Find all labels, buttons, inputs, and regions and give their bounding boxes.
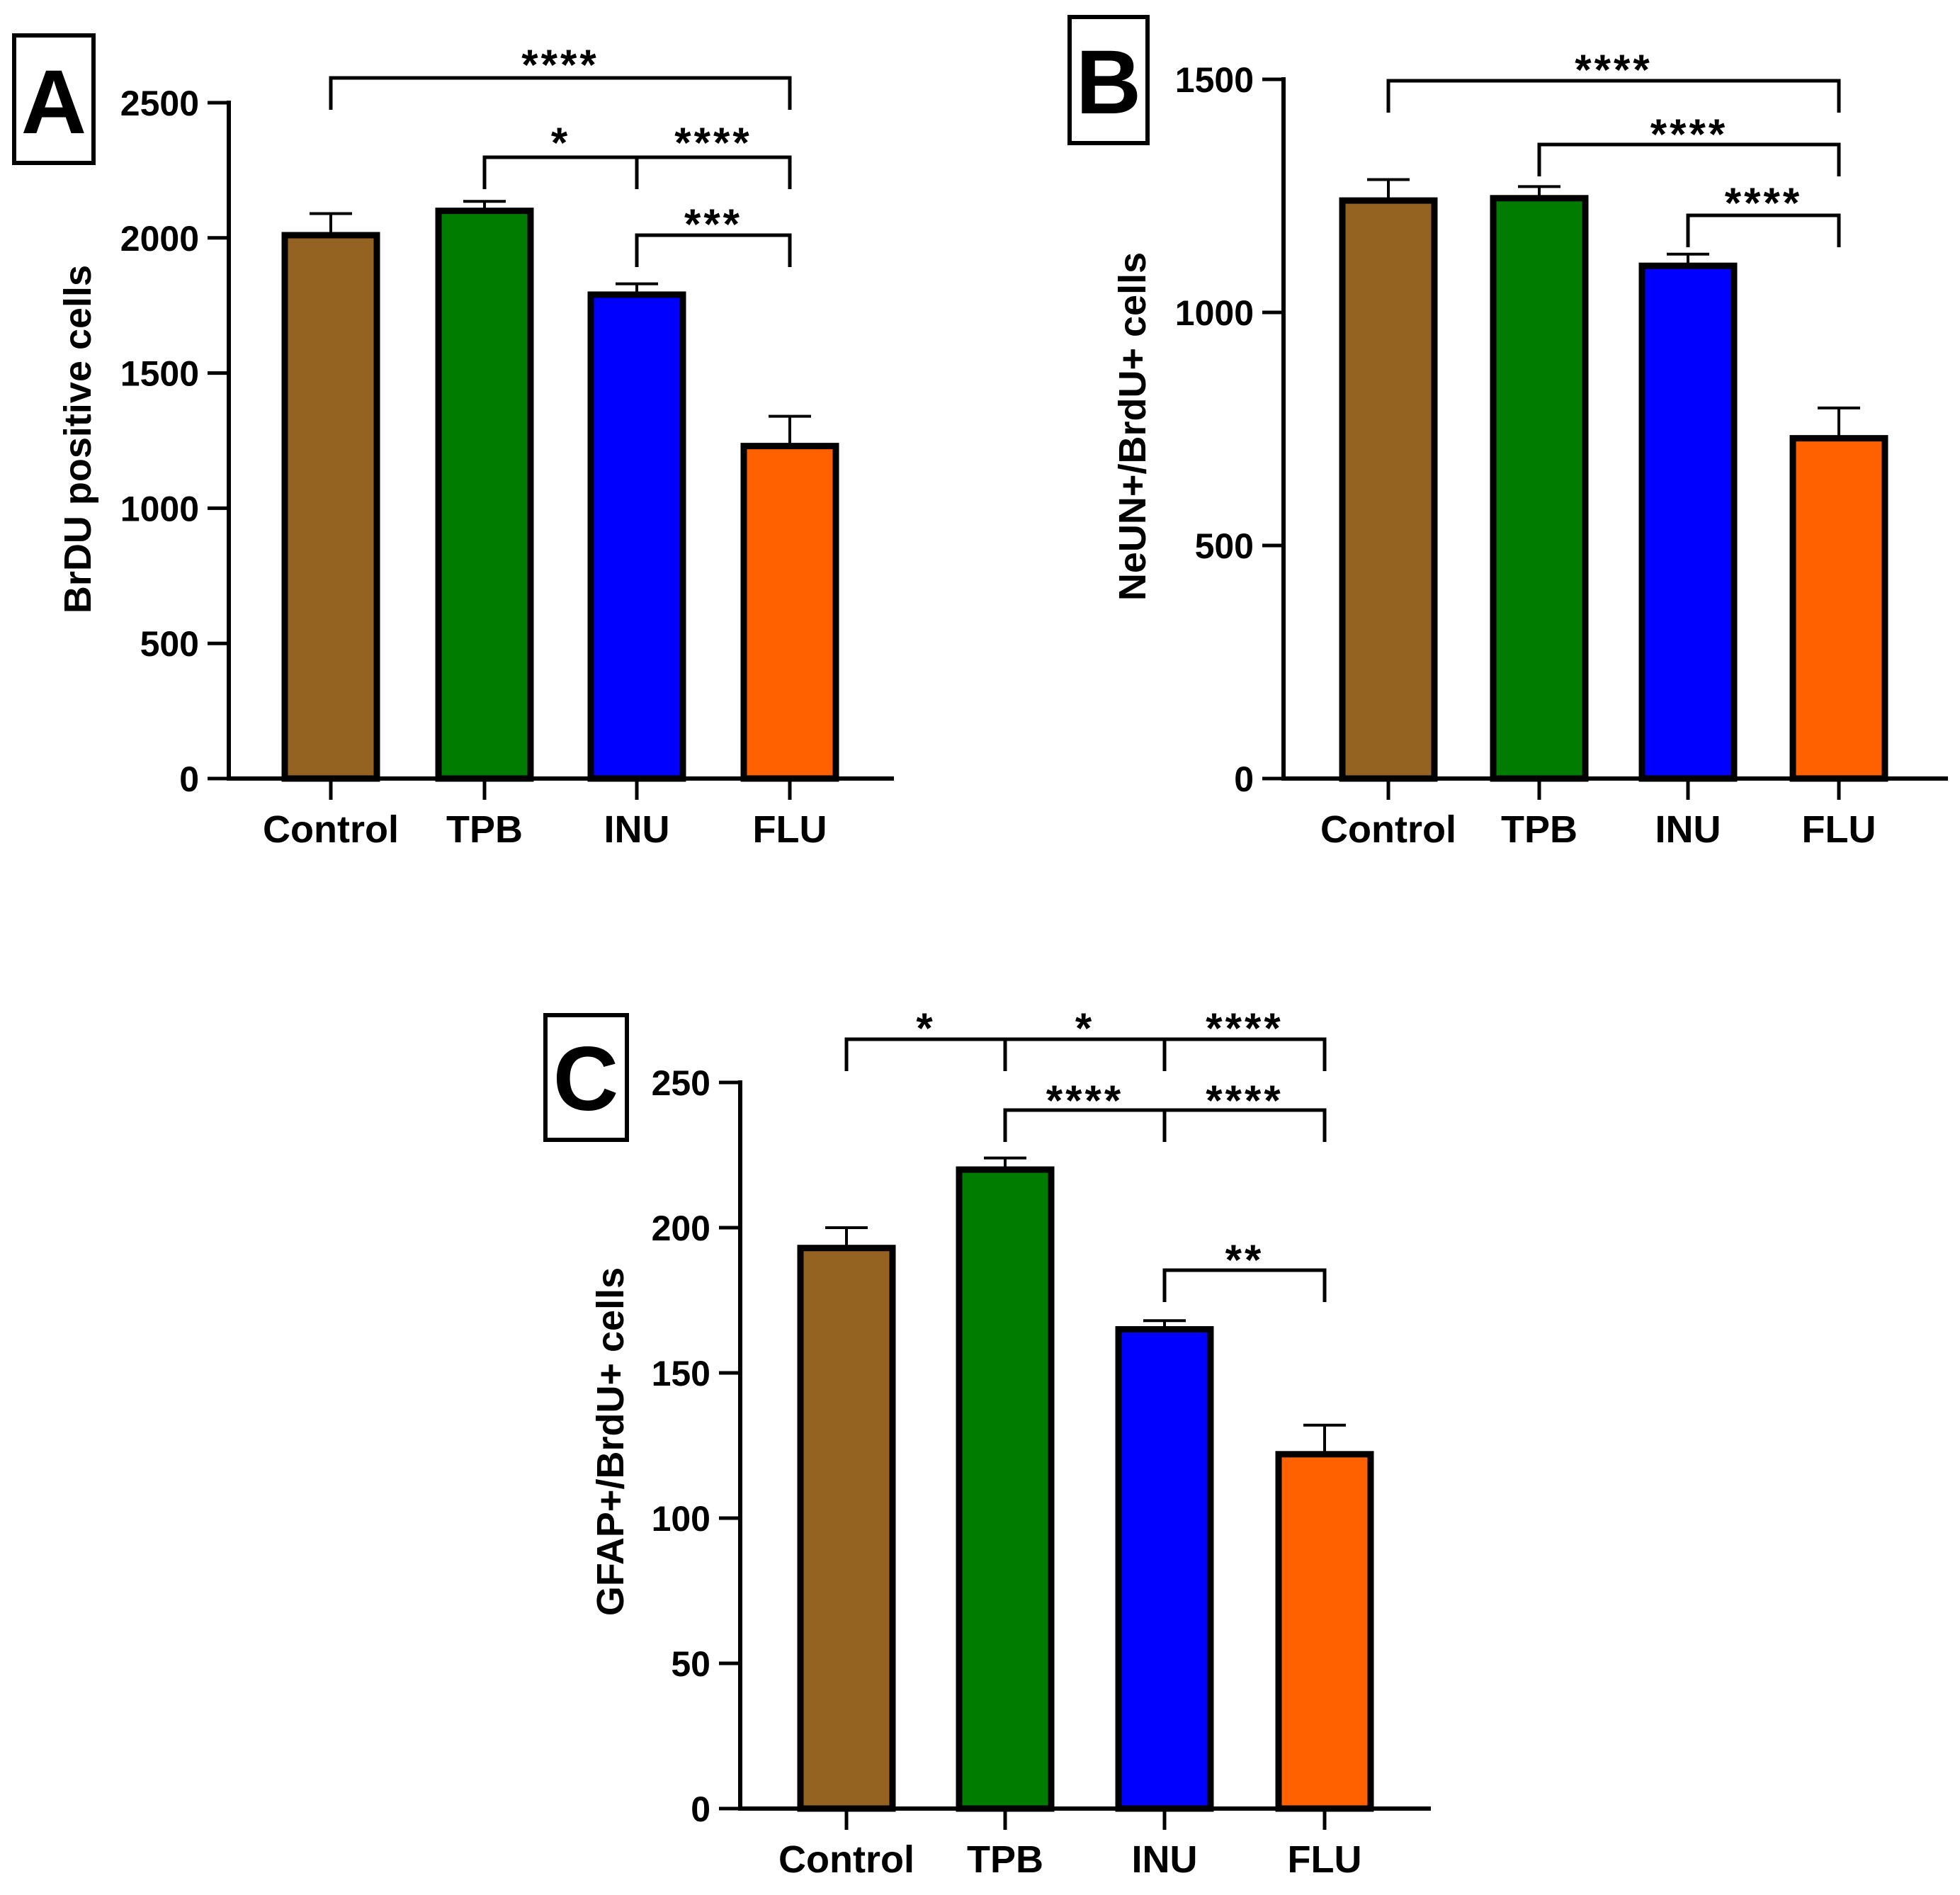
panel-b-significance-bracket	[1537, 142, 1841, 176]
panel-b-significance-bracket	[1686, 213, 1841, 247]
panel-c-y-tick-label: 200	[652, 1209, 710, 1248]
panel-c-significance-label: **	[1225, 1236, 1264, 1284]
panel-b-bar-control	[1339, 197, 1438, 782]
panel-b-significance-label: ****	[1650, 111, 1728, 158]
panel-c-bar-control	[797, 1245, 896, 1812]
panel-b-category-label: Control	[1320, 808, 1456, 851]
panel-c-significance-bracket	[1162, 1108, 1327, 1142]
panel-b-significance-bracket	[1386, 79, 1841, 113]
panel-a-category-label: TPB	[446, 808, 523, 851]
panel-a-significance-bracket	[635, 155, 792, 189]
panel-a-y-tick-label: 1500	[120, 354, 199, 394]
panel-b: B 0 500 1000 1500 Control TPB INU FLU **** **** **…	[1067, 15, 1948, 851]
panel-b-plot: 0 500 1000 1500 Control TPB INU FLU **** **** ****	[1175, 46, 1948, 851]
panel-c-bar-flu	[1275, 1451, 1374, 1812]
panel-b-category-label: FLU	[1802, 808, 1876, 851]
panel-b-y-tick-label: 1500	[1175, 60, 1254, 100]
panel-c-category-label: Control	[778, 1838, 914, 1881]
panel-a-bar-flu	[740, 443, 839, 782]
panel-a-letter-box	[12, 33, 96, 165]
panel-c-significance-label: ****	[1206, 1005, 1283, 1052]
panel-b-letter: B	[1076, 32, 1141, 133]
panel-a-significance-label: *	[551, 119, 570, 166]
panel-b-y-tick-label: 1000	[1175, 293, 1254, 333]
panel-a-y-axis-title: BrDU positive cells	[57, 265, 99, 613]
panel-a-y-tick-label: 2000	[120, 219, 199, 259]
panel-b-category-label: TPB	[1501, 808, 1577, 851]
panel-a-category-label: INU	[604, 808, 670, 851]
panel-b-letter-box	[1067, 15, 1150, 145]
panel-a-significance-label: ****	[674, 119, 752, 166]
panel-c-letter-box	[543, 1013, 629, 1142]
panel-c-significance-label: *	[1075, 1005, 1094, 1052]
panel-b-significance-label: ****	[1725, 179, 1802, 227]
panel-a-y-tick-label: 1000	[120, 489, 199, 528]
panel-c-bar-inu	[1115, 1326, 1214, 1812]
panel-c-category-label: TPB	[967, 1838, 1043, 1881]
panel-c-y-tick-label: 250	[652, 1063, 710, 1103]
panel-c-category-label: INU	[1132, 1838, 1198, 1881]
panel-b-bar-inu	[1638, 262, 1738, 782]
panel-b-bar-flu	[1789, 435, 1888, 782]
panel-c-y-tick-label: 100	[652, 1499, 710, 1539]
panel-a-bar-control	[281, 232, 380, 782]
panel-a-bar-inu	[587, 291, 686, 782]
panel-a-category-label: Control	[263, 808, 399, 851]
panel-c-category-label: FLU	[1288, 1838, 1362, 1881]
panel-a-significance-bracket	[635, 233, 792, 267]
panel-c-significance-bracket	[1162, 1268, 1327, 1302]
panel-c-y-tick-label: 150	[652, 1354, 710, 1393]
panel-a-y-tick-label: 500	[140, 624, 199, 664]
panel-c-letter: C	[553, 1029, 618, 1130]
panel-c-bar-tpb	[956, 1166, 1055, 1812]
panel-a-y-tick-label: 2500	[120, 84, 199, 123]
panel-b-bar-tpb	[1490, 195, 1589, 782]
panel-a-significance-label: ***	[684, 200, 742, 248]
panel-c-significance-bracket	[1162, 1037, 1327, 1071]
panel-b-significance-label: ****	[1575, 46, 1652, 94]
panel-a-category-label: FLU	[753, 808, 827, 851]
panel-b-y-tick-label: 0	[1234, 759, 1254, 799]
panel-c-y-axis-title: GFAP+/BrdU+ cells	[589, 1267, 632, 1616]
panel-b-category-label: INU	[1655, 808, 1721, 851]
panel-c-y-tick-label: 50	[671, 1644, 710, 1684]
panel-a-significance-label: ****	[521, 41, 599, 89]
panel-b-y-axis-title: NeUN+/BrdU+ cells	[1111, 252, 1154, 601]
panel-a-letter: A	[21, 52, 86, 153]
panel-a-y-tick-label: 0	[179, 759, 199, 799]
panel-a-significance-bracket	[329, 76, 792, 110]
panel-c-significance-label: ****	[1206, 1077, 1283, 1124]
panel-c-significance-label: ****	[1046, 1077, 1123, 1124]
panel-b-y-tick-label: 500	[1195, 526, 1254, 566]
panel-a-bar-tpb	[435, 208, 534, 782]
panel-c-significance-label: *	[916, 1005, 935, 1052]
panel-c-y-tick-label: 0	[691, 1789, 710, 1829]
